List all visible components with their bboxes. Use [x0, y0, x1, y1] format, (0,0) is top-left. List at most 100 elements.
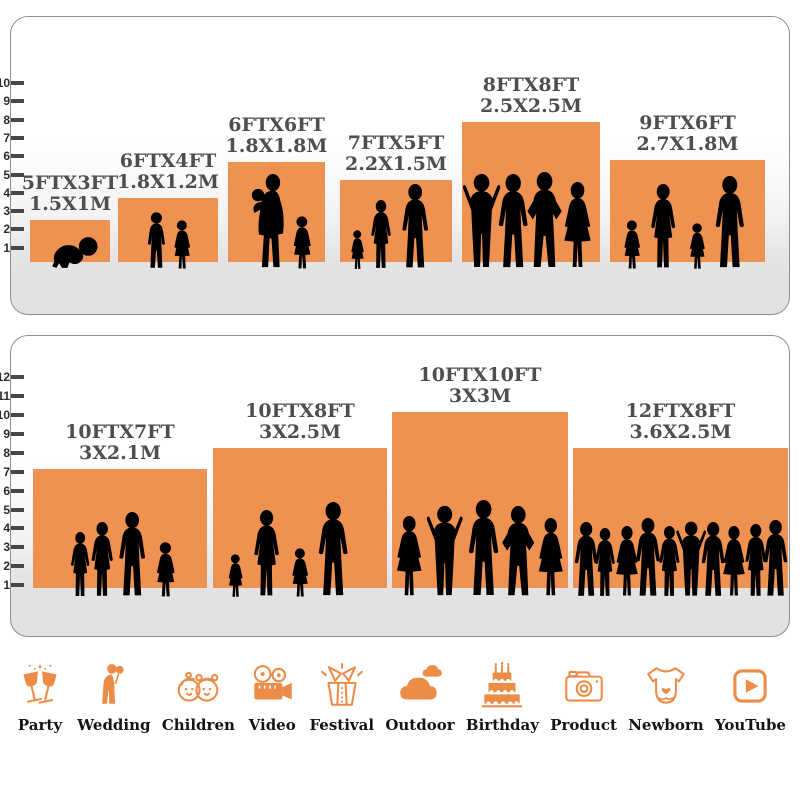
backdrop-size-m: 1.8X1.2M: [117, 171, 219, 193]
ruler-tick-label: 7: [3, 464, 10, 479]
ruler-tick-label: 4: [3, 521, 10, 536]
category-item-video: Video: [246, 655, 298, 734]
ruler-tick-label: 1: [3, 240, 10, 255]
ruler-tick: [11, 154, 24, 159]
backdrop-size-m: 3X2.5M: [258, 421, 342, 443]
person-silhouette-girl: [156, 542, 175, 597]
category-item-festival: Festival: [309, 655, 374, 734]
ruler-tick: [11, 172, 24, 177]
category-label: Wedding: [77, 716, 151, 734]
person-silhouette-girl: [229, 554, 243, 597]
category-label: Birthday: [465, 716, 539, 734]
ruler-tick: [11, 583, 24, 588]
backdrop-size-ft: 10FTX10FT: [418, 364, 542, 386]
category-label: Video: [248, 716, 296, 734]
person-silhouette-boy: [147, 212, 165, 268]
outdoor-icon: [394, 655, 446, 711]
ruler-tick: [11, 431, 24, 436]
category-item-youtube: YouTube: [715, 655, 786, 734]
birthday-icon: [476, 655, 528, 711]
person-silhouette-woman: [91, 522, 114, 596]
product-icon: [558, 655, 610, 711]
backdrop-label: 9FTX6FT 2.7X1.8M: [578, 113, 798, 155]
ruler-tick: [11, 394, 24, 399]
newborn-icon: [640, 655, 692, 711]
category-label: Party: [17, 716, 63, 734]
person-silhouette-girl: [293, 216, 311, 269]
ruler-tick: [11, 135, 24, 140]
birthday-icon: [482, 662, 523, 708]
ruler-tick-label: 3: [3, 204, 10, 219]
ruler-tick: [11, 526, 24, 531]
person-silhouette-man: [468, 500, 499, 596]
backdrop-label: 8FTX8FT 2.5X2.5M: [421, 75, 641, 117]
ruler-tick-label: 5: [3, 167, 10, 182]
ruler-tick-label: 2: [3, 559, 10, 574]
ruler-tick-label: 6: [3, 483, 10, 498]
party-icon: [23, 664, 57, 704]
backdrop-label: 6FTX6FT 1.8X1.8M: [167, 115, 387, 157]
ruler-tick-label: 1: [3, 578, 10, 593]
person-silhouette-woman: [371, 200, 392, 268]
ruler-tick-label: 5: [3, 502, 10, 517]
backdrop-size-ft: 8FTX8FT: [482, 74, 580, 96]
party-icon: [14, 655, 66, 711]
category-label: Outdoor: [385, 716, 455, 734]
ruler-tick-label: 2: [3, 222, 10, 237]
festival-icon: [316, 655, 368, 711]
person-silhouette-man: [119, 512, 146, 596]
category-item-outdoor: Outdoor: [385, 655, 455, 734]
person-silhouette-baby: [52, 237, 98, 268]
backdrop-label: 6FTX4FT 1.8X1.2M: [58, 151, 278, 193]
person-silhouette-girl: [689, 223, 705, 269]
ruler-tick: [11, 564, 24, 569]
category-item-birthday: Birthday: [466, 655, 539, 734]
category-label: Festival: [309, 716, 375, 734]
ruler-tick: [11, 507, 24, 512]
backdrop-rect-6ftx4ft: [118, 198, 218, 262]
video-icon: [246, 655, 298, 711]
backdrop-size-m: 3X2.1M: [78, 442, 162, 464]
person-silhouette-man: [318, 502, 348, 596]
video-icon: [253, 665, 292, 700]
backdrop-size-m: 3X3M: [448, 385, 512, 407]
person-silhouette-dress: [564, 182, 592, 268]
ruler-tick-label: 7: [3, 130, 10, 145]
person-silhouette-man: [763, 520, 787, 596]
ruler-tick-label: 3: [3, 540, 10, 555]
person-silhouette-man: [715, 176, 744, 268]
person-silhouette-girl: [174, 220, 191, 269]
backdrop-size-m: 1.5X1M: [28, 193, 112, 215]
ruler-tick-label: 8: [3, 445, 10, 460]
children-icon: [178, 671, 219, 702]
ruler-tick-label: 8: [3, 112, 10, 127]
product-icon: [564, 670, 603, 702]
wedding-icon: [102, 664, 124, 704]
person-silhouette-girl: [350, 230, 364, 269]
outdoor-icon: [400, 665, 442, 700]
category-item-newborn: Newborn: [628, 655, 704, 734]
backdrop-size-ft: 6FTX6FT: [228, 114, 325, 136]
person-silhouette-woman: [650, 184, 675, 268]
ruler-tick-label: 10: [0, 76, 10, 90]
wedding-icon: [88, 655, 140, 711]
ruler-tick-label: 9: [3, 426, 10, 441]
person-silhouette-girl: [292, 548, 309, 597]
ruler-tick: [11, 375, 24, 380]
backdrop-label: 10FTX10FT 3X3M: [370, 365, 590, 407]
youtube-icon: [733, 669, 768, 703]
backdrop-size-ft: 6FTX4FT: [119, 150, 217, 172]
backdrop-label: 10FTX7FT 3X2.1M: [10, 422, 230, 464]
backdrop-label: 12FTX8FT 3.6X2.5M: [571, 401, 791, 443]
ruler-tick-label: 11: [0, 389, 10, 404]
ruler-tick: [11, 81, 24, 85]
newborn-icon: [647, 667, 685, 704]
ruler-tick-label: 4: [3, 185, 10, 200]
category-row: Party Wedding Children Video Festival Ou…: [0, 655, 800, 734]
backdrop-size-ft: 7FTX5FT: [347, 132, 445, 154]
ruler-tick: [11, 469, 24, 474]
ruler-tick-label: 10: [0, 408, 10, 422]
ruler-tick: [11, 190, 24, 195]
backdrop-size-m: 1.8X1.8M: [225, 135, 328, 157]
